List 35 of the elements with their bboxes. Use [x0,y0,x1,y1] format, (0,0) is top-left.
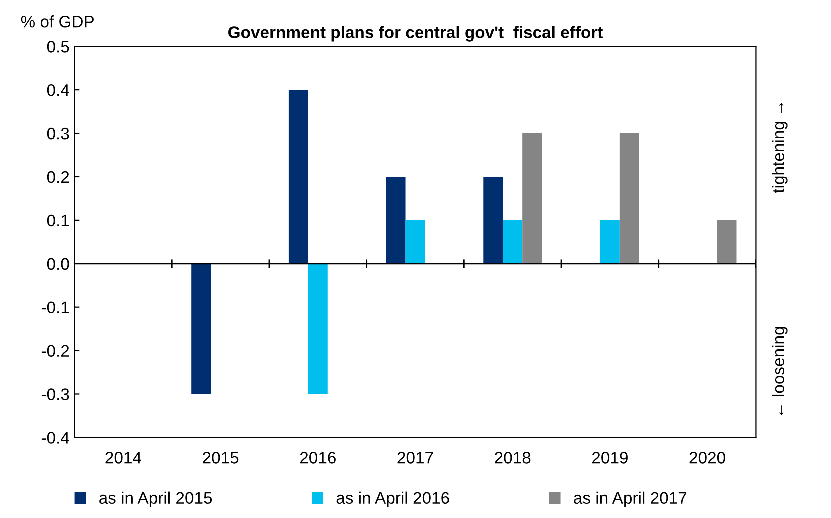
x-tick-label: 2014 [106,452,142,464]
bar [288,90,308,264]
bar [717,220,737,264]
bar [620,134,640,264]
y-tick-label: -0.1 [42,302,70,314]
x-tick-label: 2016 [300,452,336,464]
bar [386,176,406,264]
bar [600,220,620,264]
x-tick-label: 2020 [690,452,726,464]
x-tick-label: 2015 [203,452,239,464]
y-tick-label: 0.5 [47,41,70,53]
y-tick-label: -0.2 [42,345,70,358]
y-tick-label: 0.2 [47,171,70,184]
text: ← loosening [772,327,788,416]
chart-title: Government plans for central gov't fiscal effort [228,26,603,42]
bar [522,134,542,264]
y-tick-label: 0.1 [47,214,70,227]
y-tick-label: 0.0 [47,258,70,270]
y-axis-title: % of GDP [21,16,94,28]
legend-label: as in April 2016 [336,492,450,508]
bar [484,176,504,264]
x-tick-label: 2018 [495,452,531,464]
bar [406,220,426,264]
x-tick-label: 2019 [592,452,628,464]
legend-label: as in April 2015 [100,492,212,508]
bar [192,264,212,394]
text: tightening → [772,103,788,194]
x-tick-label: 2017 [398,452,434,464]
y-tick-label: 0.3 [47,128,70,140]
bar [308,264,328,394]
y-tick-label: 0.4 [47,84,70,96]
y-tick-label: -0.3 [42,388,70,400]
y-tick-label: -0.4 [42,432,70,444]
bar [503,220,523,264]
legend-label: as in April 2017 [574,492,687,508]
